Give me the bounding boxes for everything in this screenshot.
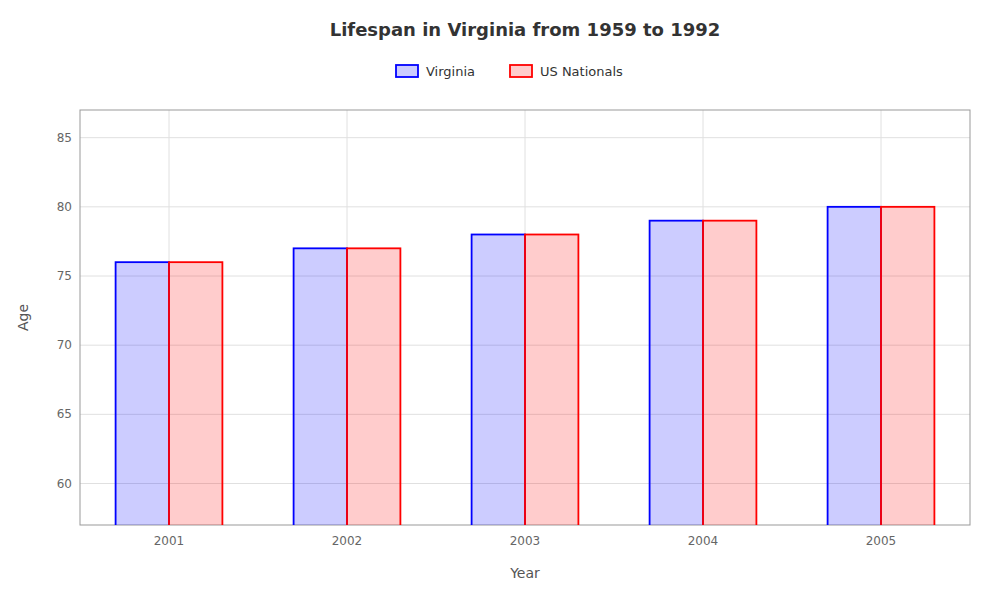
bar [525,235,578,526]
legend-label: US Nationals [540,64,623,79]
y-axis-label: Age [15,304,31,331]
chart-container: 60 65 70 75 80 85 2001 2002 2003 2004 2005 Lifespan… [0,0,1000,600]
y-tick-label: 70 [57,338,72,352]
bar [881,207,934,525]
bars [116,207,935,525]
bar [472,235,525,526]
bar [703,221,756,525]
legend-swatch [396,65,418,77]
bar [650,221,703,525]
bar [347,248,400,525]
y-tick-label: 75 [57,269,72,283]
y-tick-label: 65 [57,407,72,421]
legend-swatch [510,65,532,77]
x-tick-label: 2004 [688,534,719,548]
x-axis-label: Year [509,565,540,581]
chart-svg: 60 65 70 75 80 85 2001 2002 2003 2004 2005 Lifespan… [0,0,1000,600]
x-tick-label: 2005 [866,534,897,548]
bar [294,248,347,525]
bar [116,262,169,525]
y-tick-label: 80 [57,200,72,214]
x-tick-label: 2003 [510,534,541,548]
y-tick-label: 60 [57,477,72,491]
x-tick-label: 2002 [332,534,363,548]
title: Lifespan in Virginia from 1959 to 1992 [330,19,721,40]
bar [828,207,881,525]
x-tick-label: 2001 [154,534,185,548]
legend-label: Virginia [426,64,475,79]
y-tick-label: 85 [57,131,72,145]
bar [169,262,222,525]
legend: Virginia US Nationals [396,64,623,79]
